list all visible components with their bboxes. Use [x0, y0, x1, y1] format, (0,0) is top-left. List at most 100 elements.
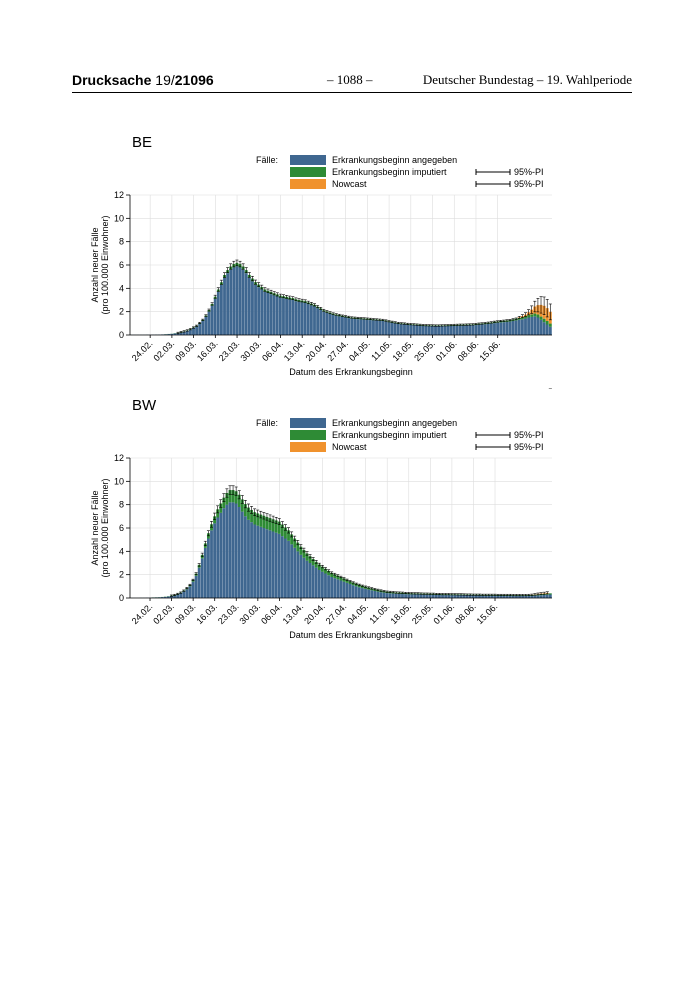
x-tick-label: 30.03.: [237, 601, 262, 626]
y-tick-label: 0: [119, 330, 124, 340]
bar-angegeben: [277, 533, 281, 598]
bar-angegeben: [201, 321, 205, 335]
bar-angegeben: [268, 530, 272, 598]
bar-imputiert: [324, 568, 327, 574]
bar-imputiert: [542, 318, 546, 323]
bar-angegeben: [490, 595, 494, 598]
bar-angegeben: [481, 595, 484, 598]
bar-angegeben: [336, 579, 340, 598]
bar-imputiert: [336, 575, 340, 580]
bar-angegeben: [477, 324, 481, 335]
bar-angegeben: [265, 529, 269, 598]
bar-angegeben: [229, 269, 233, 335]
bar-angegeben: [166, 596, 170, 598]
bundestag-label: Deutscher Bundestag – 19. Wahlperiode: [422, 72, 632, 87]
bar-angegeben: [364, 588, 367, 598]
bar-angegeben: [437, 326, 441, 335]
bar-angegeben: [182, 591, 186, 598]
bar-imputiert: [345, 579, 349, 583]
bar-angegeben: [250, 522, 253, 598]
bar-angegeben: [253, 524, 257, 598]
bar-angegeben: [327, 575, 330, 598]
bar-angegeben: [311, 565, 315, 598]
legend-label: Fälle:: [256, 418, 278, 428]
bar-angegeben: [397, 593, 401, 598]
bar-angegeben: [385, 593, 389, 598]
bar-imputiert: [234, 491, 238, 504]
bar-imputiert: [364, 586, 367, 589]
bar-angegeben: [483, 324, 487, 335]
bar-angegeben: [306, 304, 310, 335]
bar-angegeben: [391, 593, 395, 598]
bar-angegeben: [274, 532, 278, 598]
bar-angegeben: [185, 589, 189, 598]
bar-angegeben: [452, 325, 456, 335]
bar-angegeben: [361, 588, 364, 598]
bar-imputiert: [250, 509, 253, 523]
bar-angegeben: [458, 325, 462, 335]
x-tick-label: 15.06.: [477, 338, 502, 363]
x-tick-label: 20.04.: [302, 601, 327, 626]
bar-angegeben: [367, 589, 371, 598]
y-tick-label: 0: [119, 593, 124, 603]
bar-angegeben: [487, 595, 491, 598]
bar-imputiert: [361, 585, 364, 589]
bar-angegeben: [244, 273, 248, 335]
bar-angegeben: [173, 333, 177, 335]
bar-angegeben: [410, 594, 414, 598]
legend-entry: Erkrankungsbeginn imputiert: [332, 167, 447, 177]
bar-angegeben: [247, 277, 251, 335]
bar-angegeben: [468, 595, 472, 598]
bar-angegeben: [520, 319, 524, 335]
bar-angegeben: [468, 325, 472, 335]
bar-angegeben: [238, 267, 242, 335]
legend-swatch: [290, 155, 326, 165]
x-tick-label: 23.03.: [216, 601, 241, 626]
bar-angegeben: [536, 317, 540, 335]
bar-angegeben: [530, 316, 534, 335]
x-tick-label: 08.06.: [456, 338, 481, 363]
bar-imputiert: [351, 582, 355, 586]
bar-angegeben: [308, 563, 312, 598]
bar-angegeben: [478, 595, 481, 598]
y-tick-label: 4: [119, 283, 124, 293]
bar-angegeben: [256, 525, 260, 598]
bar-angegeben: [210, 530, 213, 598]
x-tick-label: 25.05.: [412, 338, 437, 363]
bar-angegeben: [160, 597, 164, 598]
bar-angegeben: [382, 592, 386, 598]
bar-angegeben: [450, 595, 454, 598]
x-tick-label: 24.02.: [130, 601, 155, 626]
bar-angegeben: [422, 594, 426, 598]
bar-angegeben: [502, 322, 506, 335]
bar-angegeben: [216, 291, 220, 335]
bar-imputiert: [240, 499, 244, 512]
bar-angegeben: [406, 324, 410, 335]
y-tick-label: 8: [119, 237, 124, 247]
bar-angegeben: [339, 580, 343, 598]
bar-angegeben: [191, 581, 195, 598]
bar-angegeben: [434, 326, 437, 335]
bar-angegeben: [237, 507, 241, 598]
bar-angegeben: [430, 326, 434, 335]
bar-imputiert: [367, 587, 371, 590]
bar-angegeben: [444, 595, 448, 598]
chart-title: BE: [132, 134, 152, 151]
x-tick-label: 01.06.: [434, 338, 459, 363]
bar-angegeben: [419, 594, 423, 598]
bar-imputiert: [320, 566, 324, 572]
bar-angegeben: [293, 547, 297, 598]
bar-angegeben: [527, 317, 531, 335]
bar-angegeben: [259, 526, 263, 598]
chart-be: BE Fälle: Erkrankungsbeginn angegeben Erkra…: [90, 134, 552, 377]
bar-imputiert: [533, 313, 537, 317]
y-tick-label: 12: [114, 453, 124, 463]
bar-angegeben: [345, 582, 349, 598]
bar-angegeben: [204, 316, 208, 335]
bar-imputiert: [548, 323, 552, 327]
bar-imputiert: [524, 316, 527, 319]
legend-label: Fälle:: [256, 155, 278, 165]
bar-angegeben: [416, 594, 420, 598]
bar-angegeben: [290, 544, 294, 598]
bar-angegeben: [409, 324, 413, 335]
